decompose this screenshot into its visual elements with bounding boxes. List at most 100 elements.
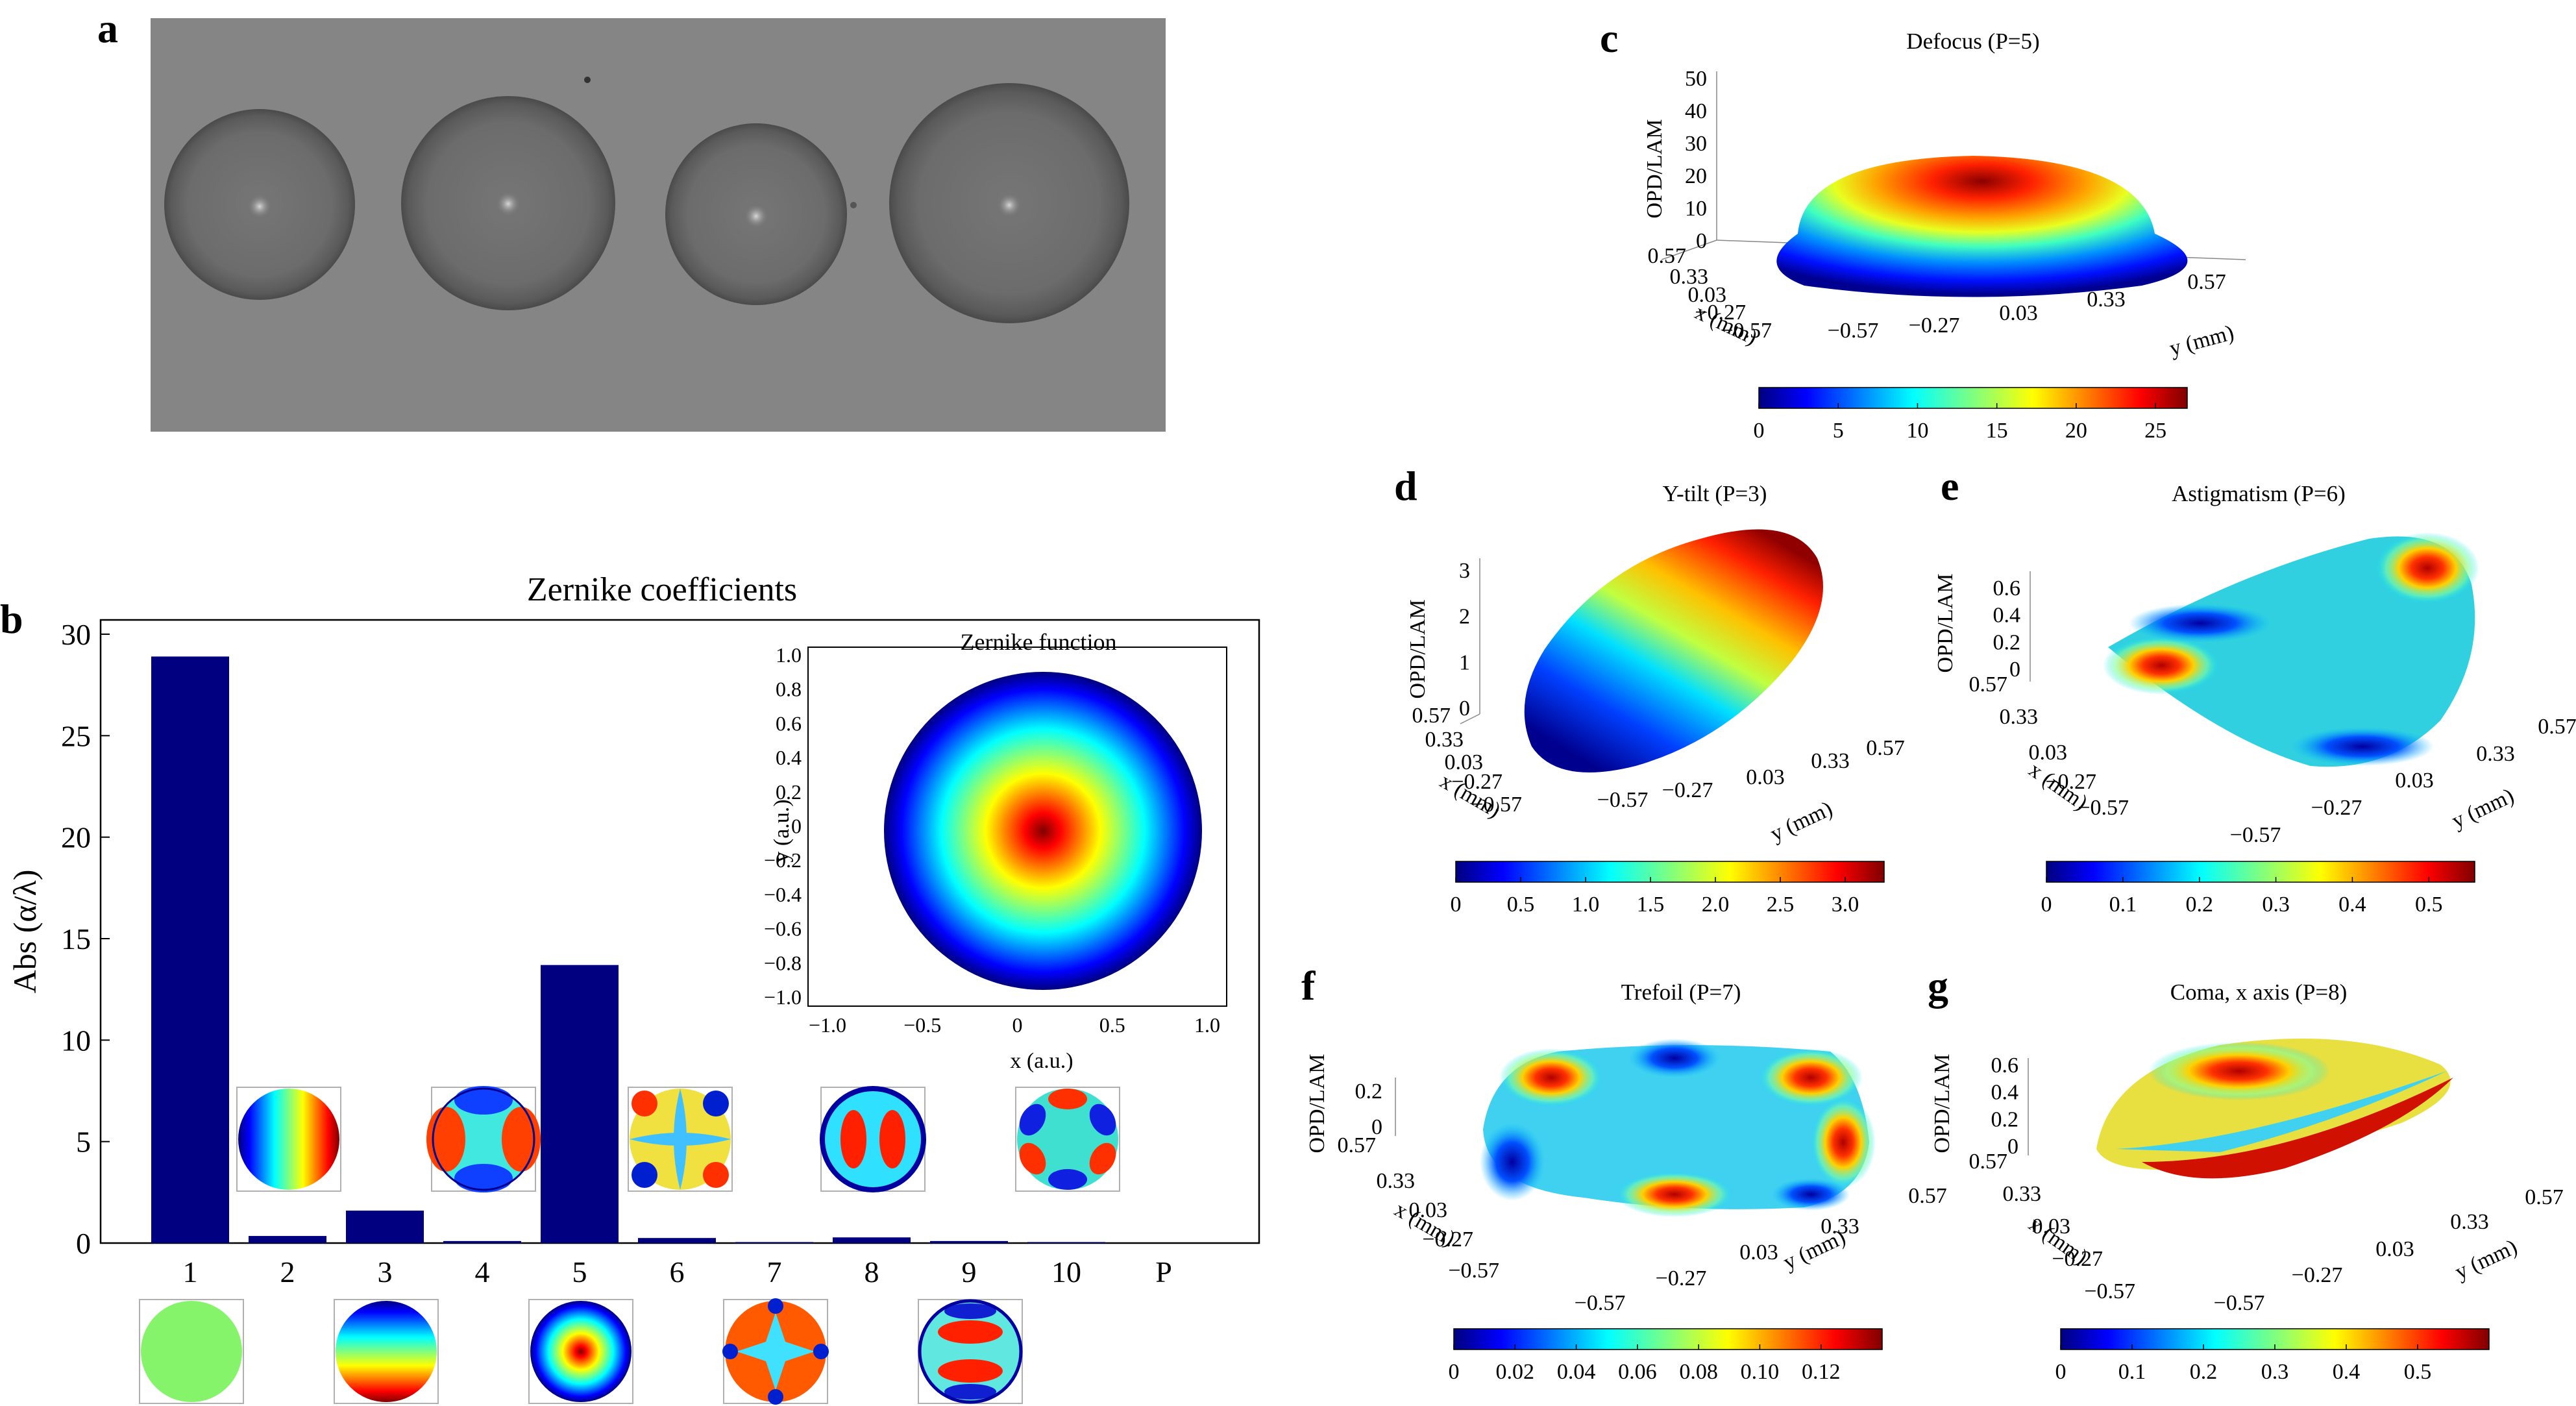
colorbar-tick: 0.4 <box>2338 893 2366 917</box>
colorbar-tick: 0.10 <box>1741 1360 1780 1384</box>
bar-x-tick-4: 4 <box>475 1255 490 1289</box>
inset-y-tick: 0.8 <box>776 678 802 701</box>
x-tick: 0.33 <box>2000 705 2039 729</box>
inset-y-tick: 0.4 <box>776 746 802 769</box>
z-tick: 0 <box>2009 658 2020 682</box>
bar-y-tick-30: 30 <box>61 618 91 651</box>
zernike-function-inset: Zernike function x (a.u.) y (a.u.) <box>770 629 1227 1073</box>
y-tick: 0.33 <box>1811 749 1850 773</box>
y-tilt-y-label: y (mm) <box>1767 796 1836 846</box>
z-tick: 50 <box>1685 67 1707 91</box>
defocus-title: Defocus (P=5) <box>1906 29 2039 54</box>
z-tick: 0.6 <box>1991 1054 2019 1078</box>
mode-thumb-7 <box>722 1298 829 1405</box>
x-tick: −0.27 <box>1451 770 1503 794</box>
y-tick: 0.03 <box>1739 1240 1778 1264</box>
colorbar-tick: 0.06 <box>1618 1360 1657 1384</box>
defocus-colorbar <box>1758 387 2188 409</box>
colorbar-tick: 0 <box>2041 893 2052 917</box>
inset-y-tick: 0 <box>791 815 802 838</box>
colorbar-tick: 20 <box>2065 419 2087 443</box>
bar-9 <box>930 1240 1008 1243</box>
y-tick: 0.33 <box>1821 1215 1859 1239</box>
bar-y-tick-10: 10 <box>61 1024 91 1057</box>
bar-chart-title: Zernike coefficients <box>527 571 797 608</box>
colorbar-tick: 0 <box>1449 1360 1460 1384</box>
bar-y-tick-0: 0 <box>76 1227 91 1260</box>
inset-y-label: y (a.u.) <box>770 799 794 862</box>
x-tick: 0.57 <box>1969 672 2008 697</box>
bar-x-tick-1: 1 <box>183 1255 198 1289</box>
colorbar-tick: 0 <box>1451 893 1462 917</box>
mode-thumb-4 <box>426 1086 541 1192</box>
y-tick: 0.57 <box>2538 715 2576 739</box>
defocus-y-label: y (mm) <box>2167 321 2237 361</box>
mode-thumb-2 <box>236 1087 341 1192</box>
x-tick: −0.27 <box>1422 1227 1473 1252</box>
bar-6 <box>638 1238 716 1243</box>
colorbar-tick: 0.1 <box>2118 1360 2146 1384</box>
bar-3 <box>346 1210 424 1243</box>
bar-1 <box>151 656 229 1243</box>
y-tick: 0.03 <box>2375 1237 2414 1261</box>
inset-y-tick: −1.0 <box>764 985 802 1009</box>
mode-thumb-10 <box>1015 1087 1120 1192</box>
colorbar-tick: 5 <box>1833 419 1844 443</box>
inset-x-tick: 1.0 <box>1194 1013 1220 1037</box>
y-tick: −0.27 <box>1909 314 1960 338</box>
inset-y-tick: 1.0 <box>776 643 802 667</box>
panel-letter-b: b <box>0 596 23 642</box>
y-tick: 0.57 <box>2187 270 2226 294</box>
coma-z-label: OPD/LAM <box>1930 1054 1954 1153</box>
y-tick: 0.57 <box>2525 1185 2564 1209</box>
y-tick: −0.27 <box>2311 796 2362 820</box>
x-tick: 0.03 <box>2032 1215 2071 1239</box>
colorbar-tick: 0.12 <box>1802 1360 1841 1384</box>
y-tick: −0.57 <box>1575 1291 1626 1315</box>
z-tick: 10 <box>1685 197 1707 221</box>
x-tick: 0.33 <box>1377 1169 1416 1193</box>
z-tick: 3 <box>1459 559 1470 583</box>
mode-thumb-1 <box>139 1299 244 1404</box>
colorbar-tick: 0.02 <box>1496 1360 1535 1384</box>
colorbar-tick: 10 <box>1906 419 1928 443</box>
z-tick: 0.4 <box>1993 604 2021 628</box>
coma-y-label: y (mm) <box>2451 1235 2521 1284</box>
colorbar-tick: 0.2 <box>2190 1360 2218 1384</box>
astigmatism-title: Astigmatism (P=6) <box>2172 481 2346 506</box>
mode-thumb-5 <box>528 1299 633 1404</box>
y-tick: −0.57 <box>2214 1291 2265 1315</box>
bar-5 <box>541 965 619 1243</box>
z-tick: 0.2 <box>1993 630 2021 654</box>
bar-y-tick-20: 20 <box>61 821 91 854</box>
bar-x-tick-5: 5 <box>572 1255 587 1289</box>
x-tick: −0.27 <box>2045 770 2096 794</box>
z-tick: 0.6 <box>1993 576 2021 600</box>
x-tick: 0.57 <box>1412 704 1451 728</box>
colorbar-tick: 0 <box>1754 419 1765 443</box>
colorbar-tick: 0.5 <box>1507 893 1535 917</box>
trefoil-z-label: OPD/LAM <box>1305 1054 1329 1153</box>
bar-y-tick-5: 5 <box>76 1126 91 1159</box>
bar-x-tick-10: 10 <box>1051 1255 1081 1289</box>
mode-thumb-9 <box>918 1299 1023 1404</box>
inset-x-tick: 0 <box>1012 1013 1023 1037</box>
bar-x-tick-6: 6 <box>670 1255 685 1289</box>
inset-y-tick: −0.4 <box>764 883 802 906</box>
x-tick: −0.57 <box>1448 1259 1499 1283</box>
colorbar-tick: 0.2 <box>2185 893 2213 917</box>
y-tick: 0.33 <box>2476 742 2515 766</box>
inset-x-tick: −0.5 <box>903 1013 941 1037</box>
x-tick: 0.57 <box>1648 244 1687 268</box>
mode-thumb-8 <box>820 1086 926 1192</box>
coma-title: Coma, x axis (P=8) <box>2170 980 2348 1005</box>
colorbar-tick: 0.4 <box>2333 1360 2361 1384</box>
bar-8 <box>833 1237 911 1243</box>
colorbar-tick: 0.1 <box>2109 893 2137 917</box>
colorbar-tick: 15 <box>1986 419 2008 443</box>
bar-y-tick-15: 15 <box>61 922 91 956</box>
z-tick: 30 <box>1685 132 1707 156</box>
colorbar-tick: 1.5 <box>1637 893 1665 917</box>
panel-letter-g: g <box>1928 963 1948 1009</box>
inset-y-tick: 0.2 <box>776 780 802 804</box>
